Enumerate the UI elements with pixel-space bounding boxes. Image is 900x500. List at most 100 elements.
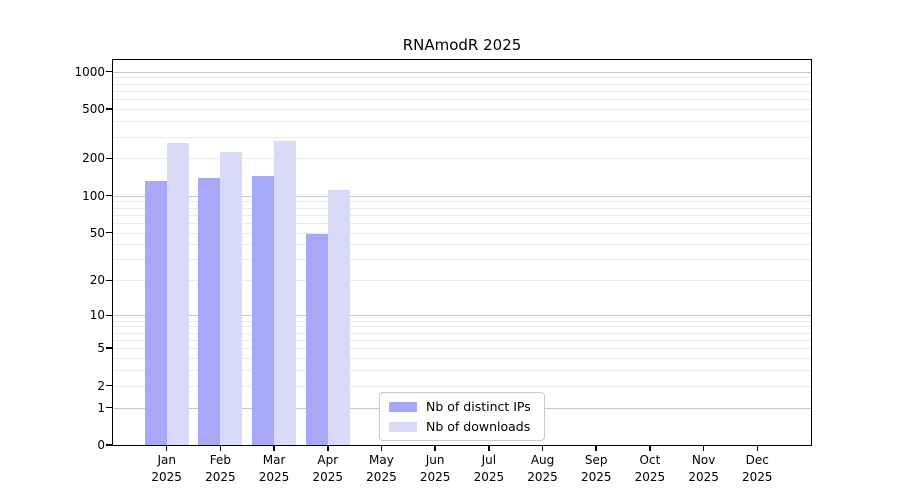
legend-swatch-downloads: [389, 421, 417, 432]
x-tick-year: 2025: [527, 470, 558, 484]
legend-swatch-distinct-ips: [389, 401, 417, 412]
x-tick-month: Jul: [481, 453, 497, 467]
gridline-minor-60: [113, 222, 811, 224]
gridline-minor-300: [113, 136, 811, 138]
x-tick-label-jul: Jul 2025: [457, 452, 521, 486]
y-tick-mark-10: [106, 314, 113, 317]
x-tick-month: Aug: [530, 453, 555, 467]
x-tick-label-jun: Jun 2025: [403, 452, 467, 486]
x-tick-label-feb: Feb 2025: [188, 452, 252, 486]
y-tick-mark-5: [106, 347, 113, 349]
y-tick-label-1000: 1000: [74, 64, 105, 79]
x-tick-mark-dec: [756, 445, 759, 451]
bar-nb-of-distinct-ips-feb: [198, 178, 221, 445]
y-tick-mark-1: [106, 406, 113, 409]
x-tick-mark-feb: [219, 445, 222, 451]
y-tick-label-20: 20: [89, 273, 105, 288]
gridline-major-100: [113, 195, 811, 197]
x-tick-label-dec: Dec 2025: [725, 452, 789, 486]
gridline-minor-4: [113, 358, 811, 360]
legend-label-distinct-ips: Nb of distinct IPs: [426, 399, 531, 414]
x-tick-month: Nov: [691, 453, 716, 467]
x-tick-mark-nov: [702, 445, 705, 451]
x-tick-label-jan: Jan 2025: [135, 452, 199, 486]
gridline-minor-20: [113, 280, 811, 282]
y-tick-mark-50: [106, 231, 113, 234]
x-tick-year: 2025: [634, 470, 666, 484]
bar-nb-of-downloads-mar: [274, 141, 297, 445]
legend-row-distinct-ips: Nb of distinct IPs: [389, 399, 533, 414]
x-tick-mark-jan: [165, 445, 168, 451]
y-tick-mark-200: [106, 157, 113, 160]
gridline-minor-9: [113, 320, 811, 322]
x-tick-mark-may: [380, 445, 383, 451]
x-tick-month: Mar: [262, 453, 286, 467]
legend-row-downloads: Nb of downloads: [389, 419, 533, 434]
gridline-major-1000: [113, 71, 811, 73]
x-tick-label-aug: Aug 2025: [511, 452, 575, 486]
gridline-minor-6: [113, 339, 811, 341]
x-tick-label-may: May 2025: [349, 452, 413, 486]
y-tick-mark-500: [106, 108, 113, 110]
x-tick-label-nov: Nov 2025: [672, 452, 736, 486]
x-tick-mark-apr: [327, 445, 329, 451]
x-tick-year: 2025: [258, 470, 290, 484]
x-tick-label-sep: Sep 2025: [564, 452, 628, 486]
x-tick-mark-sep: [595, 445, 597, 451]
x-tick-year: 2025: [473, 470, 505, 484]
y-tick-label-50: 50: [89, 225, 105, 240]
bar-nb-of-downloads-feb: [220, 152, 243, 445]
x-tick-month: May: [369, 453, 394, 467]
x-tick-year: 2025: [312, 470, 344, 484]
gridline-minor-700: [113, 90, 811, 92]
y-tick-label-10: 10: [89, 308, 105, 323]
bar-nb-of-distinct-ips-apr: [305, 233, 328, 445]
x-tick-mark-jul: [488, 445, 490, 451]
bar-nb-of-downloads-jan: [166, 143, 189, 445]
gridline-minor-3: [113, 370, 811, 372]
y-tick-label-5: 5: [97, 341, 105, 356]
y-tick-label-500: 500: [82, 102, 105, 117]
x-tick-label-mar: Mar 2025: [242, 452, 306, 486]
legend: Nb of distinct IPs Nb of downloads: [379, 392, 545, 441]
x-tick-month: Sep: [584, 453, 608, 467]
gridline-minor-2: [113, 385, 811, 387]
x-tick-label-apr: Apr 2025: [296, 452, 360, 486]
gridline-minor-70: [113, 214, 811, 216]
y-tick-mark-0: [106, 444, 113, 446]
y-tick-mark-2: [106, 384, 113, 387]
gridline-minor-400: [113, 121, 811, 123]
x-tick-year: 2025: [366, 470, 397, 484]
bar-nb-of-distinct-ips-mar: [252, 176, 275, 445]
legend-label-downloads: Nb of downloads: [426, 419, 531, 434]
x-tick-year: 2025: [580, 470, 612, 484]
x-tick-year: 2025: [688, 470, 719, 484]
x-tick-mark-jun: [434, 445, 436, 451]
y-tick-label-200: 200: [82, 151, 105, 166]
gridline-minor-200: [113, 158, 811, 160]
x-tick-month: Oct: [639, 453, 661, 467]
gridline-minor-80: [113, 207, 811, 209]
x-tick-year: 2025: [742, 470, 773, 484]
gridline-minor-90: [113, 201, 811, 203]
gridline-minor-600: [113, 99, 811, 101]
x-tick-month: Apr: [317, 453, 339, 467]
plot-area: [113, 60, 811, 445]
gridline-major-10: [113, 315, 811, 317]
gridline-minor-8: [113, 326, 811, 328]
x-tick-mark-aug: [541, 445, 544, 451]
x-tick-year: 2025: [205, 470, 236, 484]
bar-nb-of-downloads-apr: [327, 189, 350, 445]
y-tick-label-2: 2: [97, 378, 105, 393]
x-tick-month: Jan: [157, 453, 176, 467]
x-tick-month: Jun: [425, 453, 445, 467]
y-tick-label-1: 1: [97, 400, 105, 415]
x-tick-mark-mar: [273, 445, 275, 451]
y-tick-label-0: 0: [97, 438, 105, 452]
gridline-minor-500: [113, 109, 811, 111]
gridline-minor-30: [113, 259, 811, 261]
y-tick-mark-20: [106, 279, 113, 282]
gridline-minor-40: [113, 244, 811, 246]
x-tick-month: Dec: [745, 453, 769, 467]
